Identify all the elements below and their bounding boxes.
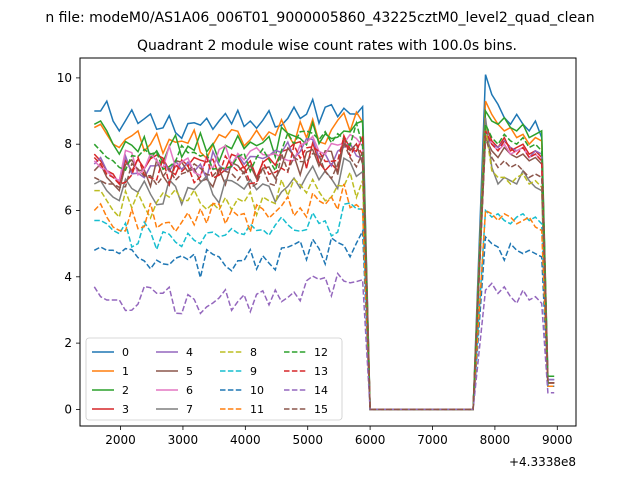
figure-suptitle: n file: modeM0/AS1A06_006T01_9000005860_… xyxy=(45,10,594,26)
legend-label-1: 1 xyxy=(122,365,129,378)
legend-label-3: 3 xyxy=(122,403,129,416)
legend-label-11: 11 xyxy=(250,403,264,416)
legend-box xyxy=(85,337,343,421)
legend-label-10: 10 xyxy=(250,384,264,397)
chart-title: Quadrant 2 module wise count rates with … xyxy=(137,38,517,54)
x-axis-ticks: 2000 3000 4000 5000 6000 7000 8000 9000 xyxy=(105,426,573,447)
y-tick-label: 0 xyxy=(64,402,72,416)
x-tick-label: 8000 xyxy=(480,433,511,447)
legend-label-8: 8 xyxy=(250,346,257,359)
legend-label-6: 6 xyxy=(186,384,193,397)
legend-label-0: 0 xyxy=(122,346,129,359)
legend-label-2: 2 xyxy=(122,384,129,397)
x-tick-label: 3000 xyxy=(168,433,199,447)
legend-label-7: 7 xyxy=(186,403,193,416)
legend-label-15: 15 xyxy=(314,403,328,416)
legend-label-9: 9 xyxy=(250,365,257,378)
y-tick-label: 10 xyxy=(57,71,72,85)
y-tick-label: 4 xyxy=(64,270,72,284)
x-tick-label: 2000 xyxy=(105,433,136,447)
x-offset-label: +4.3338e8 xyxy=(509,455,576,469)
x-tick-label: 7000 xyxy=(417,433,448,447)
legend-label-14: 14 xyxy=(314,384,328,397)
legend-label-4: 4 xyxy=(186,346,193,359)
legend-label-13: 13 xyxy=(314,365,328,378)
x-tick-label: 6000 xyxy=(355,433,386,447)
series-line-14 xyxy=(93,271,555,411)
plot-area-frame xyxy=(79,57,577,427)
x-tick-label: 4000 xyxy=(230,433,261,447)
x-tick-label: 5000 xyxy=(292,433,323,447)
series-line-9 xyxy=(94,202,555,411)
y-tick-label: 6 xyxy=(64,204,72,218)
y-axis-ticks: 0 2 4 6 8 10 xyxy=(57,71,80,416)
series-lines xyxy=(93,74,555,411)
legend-label-12: 12 xyxy=(314,346,328,359)
x-tick-label: 9000 xyxy=(542,433,573,447)
y-tick-label: 2 xyxy=(64,336,72,350)
legend-label-5: 5 xyxy=(186,365,193,378)
series-line-15 xyxy=(93,137,555,411)
y-tick-label: 8 xyxy=(64,137,72,151)
series-line-13 xyxy=(93,130,555,411)
